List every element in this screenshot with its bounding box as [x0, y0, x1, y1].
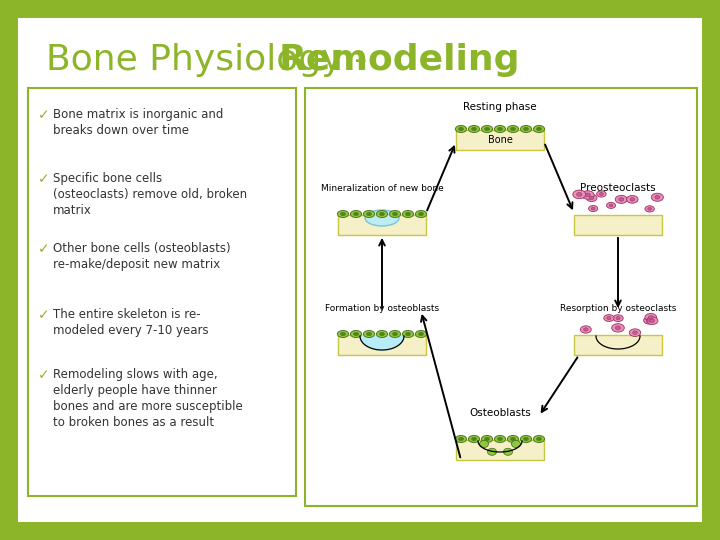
- Ellipse shape: [495, 435, 505, 442]
- Ellipse shape: [485, 127, 490, 131]
- Ellipse shape: [647, 319, 652, 322]
- Ellipse shape: [415, 211, 426, 218]
- FancyBboxPatch shape: [305, 88, 697, 506]
- Ellipse shape: [626, 195, 638, 203]
- Ellipse shape: [354, 212, 359, 216]
- Ellipse shape: [469, 125, 480, 132]
- Ellipse shape: [364, 330, 374, 338]
- Ellipse shape: [647, 317, 658, 325]
- Ellipse shape: [459, 437, 464, 441]
- Ellipse shape: [482, 435, 492, 442]
- Ellipse shape: [415, 330, 426, 338]
- Ellipse shape: [615, 195, 627, 204]
- Text: ✓: ✓: [38, 368, 50, 382]
- Ellipse shape: [379, 332, 384, 336]
- Ellipse shape: [577, 192, 582, 197]
- Text: Bone Physiology -: Bone Physiology -: [46, 43, 379, 77]
- Ellipse shape: [536, 127, 541, 131]
- Ellipse shape: [498, 437, 503, 441]
- Ellipse shape: [366, 212, 372, 216]
- Text: Remodeling slows with age,
elderly people have thinner
bones and are more suscep: Remodeling slows with age, elderly peopl…: [53, 368, 243, 429]
- Ellipse shape: [379, 212, 384, 216]
- Ellipse shape: [402, 330, 413, 338]
- Text: Resting phase: Resting phase: [463, 102, 537, 112]
- Ellipse shape: [523, 127, 528, 131]
- Text: Mineralization of new bone: Mineralization of new bone: [320, 184, 444, 193]
- Ellipse shape: [455, 435, 467, 442]
- Ellipse shape: [482, 125, 492, 132]
- Ellipse shape: [402, 211, 413, 218]
- Ellipse shape: [418, 212, 423, 216]
- Ellipse shape: [629, 329, 641, 336]
- Ellipse shape: [487, 448, 497, 455]
- Ellipse shape: [645, 314, 657, 321]
- Text: The entire skeleton is re-
modeled every 7-10 years: The entire skeleton is re- modeled every…: [53, 308, 209, 337]
- Ellipse shape: [455, 125, 467, 132]
- Ellipse shape: [472, 127, 477, 131]
- Ellipse shape: [585, 193, 590, 197]
- Ellipse shape: [390, 330, 400, 338]
- Ellipse shape: [591, 207, 595, 210]
- FancyBboxPatch shape: [338, 335, 426, 355]
- Ellipse shape: [495, 125, 505, 132]
- Ellipse shape: [652, 193, 663, 201]
- Ellipse shape: [523, 437, 528, 441]
- Ellipse shape: [607, 316, 611, 320]
- Ellipse shape: [616, 326, 621, 330]
- Ellipse shape: [573, 190, 586, 199]
- Ellipse shape: [613, 315, 624, 321]
- Ellipse shape: [459, 127, 464, 131]
- Ellipse shape: [511, 441, 521, 448]
- FancyBboxPatch shape: [18, 18, 702, 522]
- Text: ✓: ✓: [38, 108, 50, 122]
- Ellipse shape: [508, 125, 518, 132]
- Ellipse shape: [606, 202, 616, 208]
- Text: Preosteoclasts: Preosteoclasts: [580, 183, 656, 193]
- Ellipse shape: [644, 317, 654, 324]
- Text: Osteoblasts: Osteoblasts: [469, 408, 531, 418]
- FancyBboxPatch shape: [456, 130, 544, 150]
- Ellipse shape: [597, 191, 606, 197]
- Ellipse shape: [510, 437, 516, 441]
- FancyBboxPatch shape: [28, 88, 296, 496]
- FancyBboxPatch shape: [338, 215, 426, 235]
- Ellipse shape: [612, 323, 624, 332]
- Ellipse shape: [377, 211, 387, 218]
- Ellipse shape: [366, 332, 372, 336]
- Ellipse shape: [521, 125, 531, 132]
- Ellipse shape: [418, 332, 423, 336]
- Text: Other bone cells (osteoblasts)
re-make/deposit new matrix: Other bone cells (osteoblasts) re-make/d…: [53, 242, 230, 271]
- Polygon shape: [360, 336, 404, 350]
- Ellipse shape: [405, 212, 410, 216]
- Ellipse shape: [590, 197, 594, 199]
- Ellipse shape: [650, 319, 654, 322]
- Ellipse shape: [604, 315, 614, 321]
- Ellipse shape: [503, 448, 513, 455]
- Ellipse shape: [580, 326, 591, 333]
- Ellipse shape: [508, 435, 518, 442]
- Ellipse shape: [510, 127, 516, 131]
- Text: Formation by osteoblasts: Formation by osteoblasts: [325, 304, 439, 313]
- Ellipse shape: [351, 211, 361, 218]
- Ellipse shape: [600, 193, 603, 195]
- Text: ✓: ✓: [38, 242, 50, 256]
- Ellipse shape: [405, 332, 410, 336]
- Ellipse shape: [589, 206, 598, 212]
- Ellipse shape: [649, 316, 653, 319]
- Text: Remodeling: Remodeling: [279, 43, 521, 77]
- Ellipse shape: [630, 198, 634, 201]
- Ellipse shape: [534, 435, 544, 442]
- Ellipse shape: [521, 435, 531, 442]
- Ellipse shape: [469, 435, 480, 442]
- FancyBboxPatch shape: [456, 440, 544, 460]
- Ellipse shape: [480, 441, 488, 448]
- Text: Specific bone cells
(osteoclasts) remove old, broken
matrix: Specific bone cells (osteoclasts) remove…: [53, 172, 247, 217]
- Ellipse shape: [377, 330, 387, 338]
- Ellipse shape: [536, 437, 541, 441]
- Ellipse shape: [392, 212, 397, 216]
- Ellipse shape: [582, 191, 594, 199]
- Ellipse shape: [485, 437, 490, 441]
- Ellipse shape: [498, 127, 503, 131]
- Ellipse shape: [390, 211, 400, 218]
